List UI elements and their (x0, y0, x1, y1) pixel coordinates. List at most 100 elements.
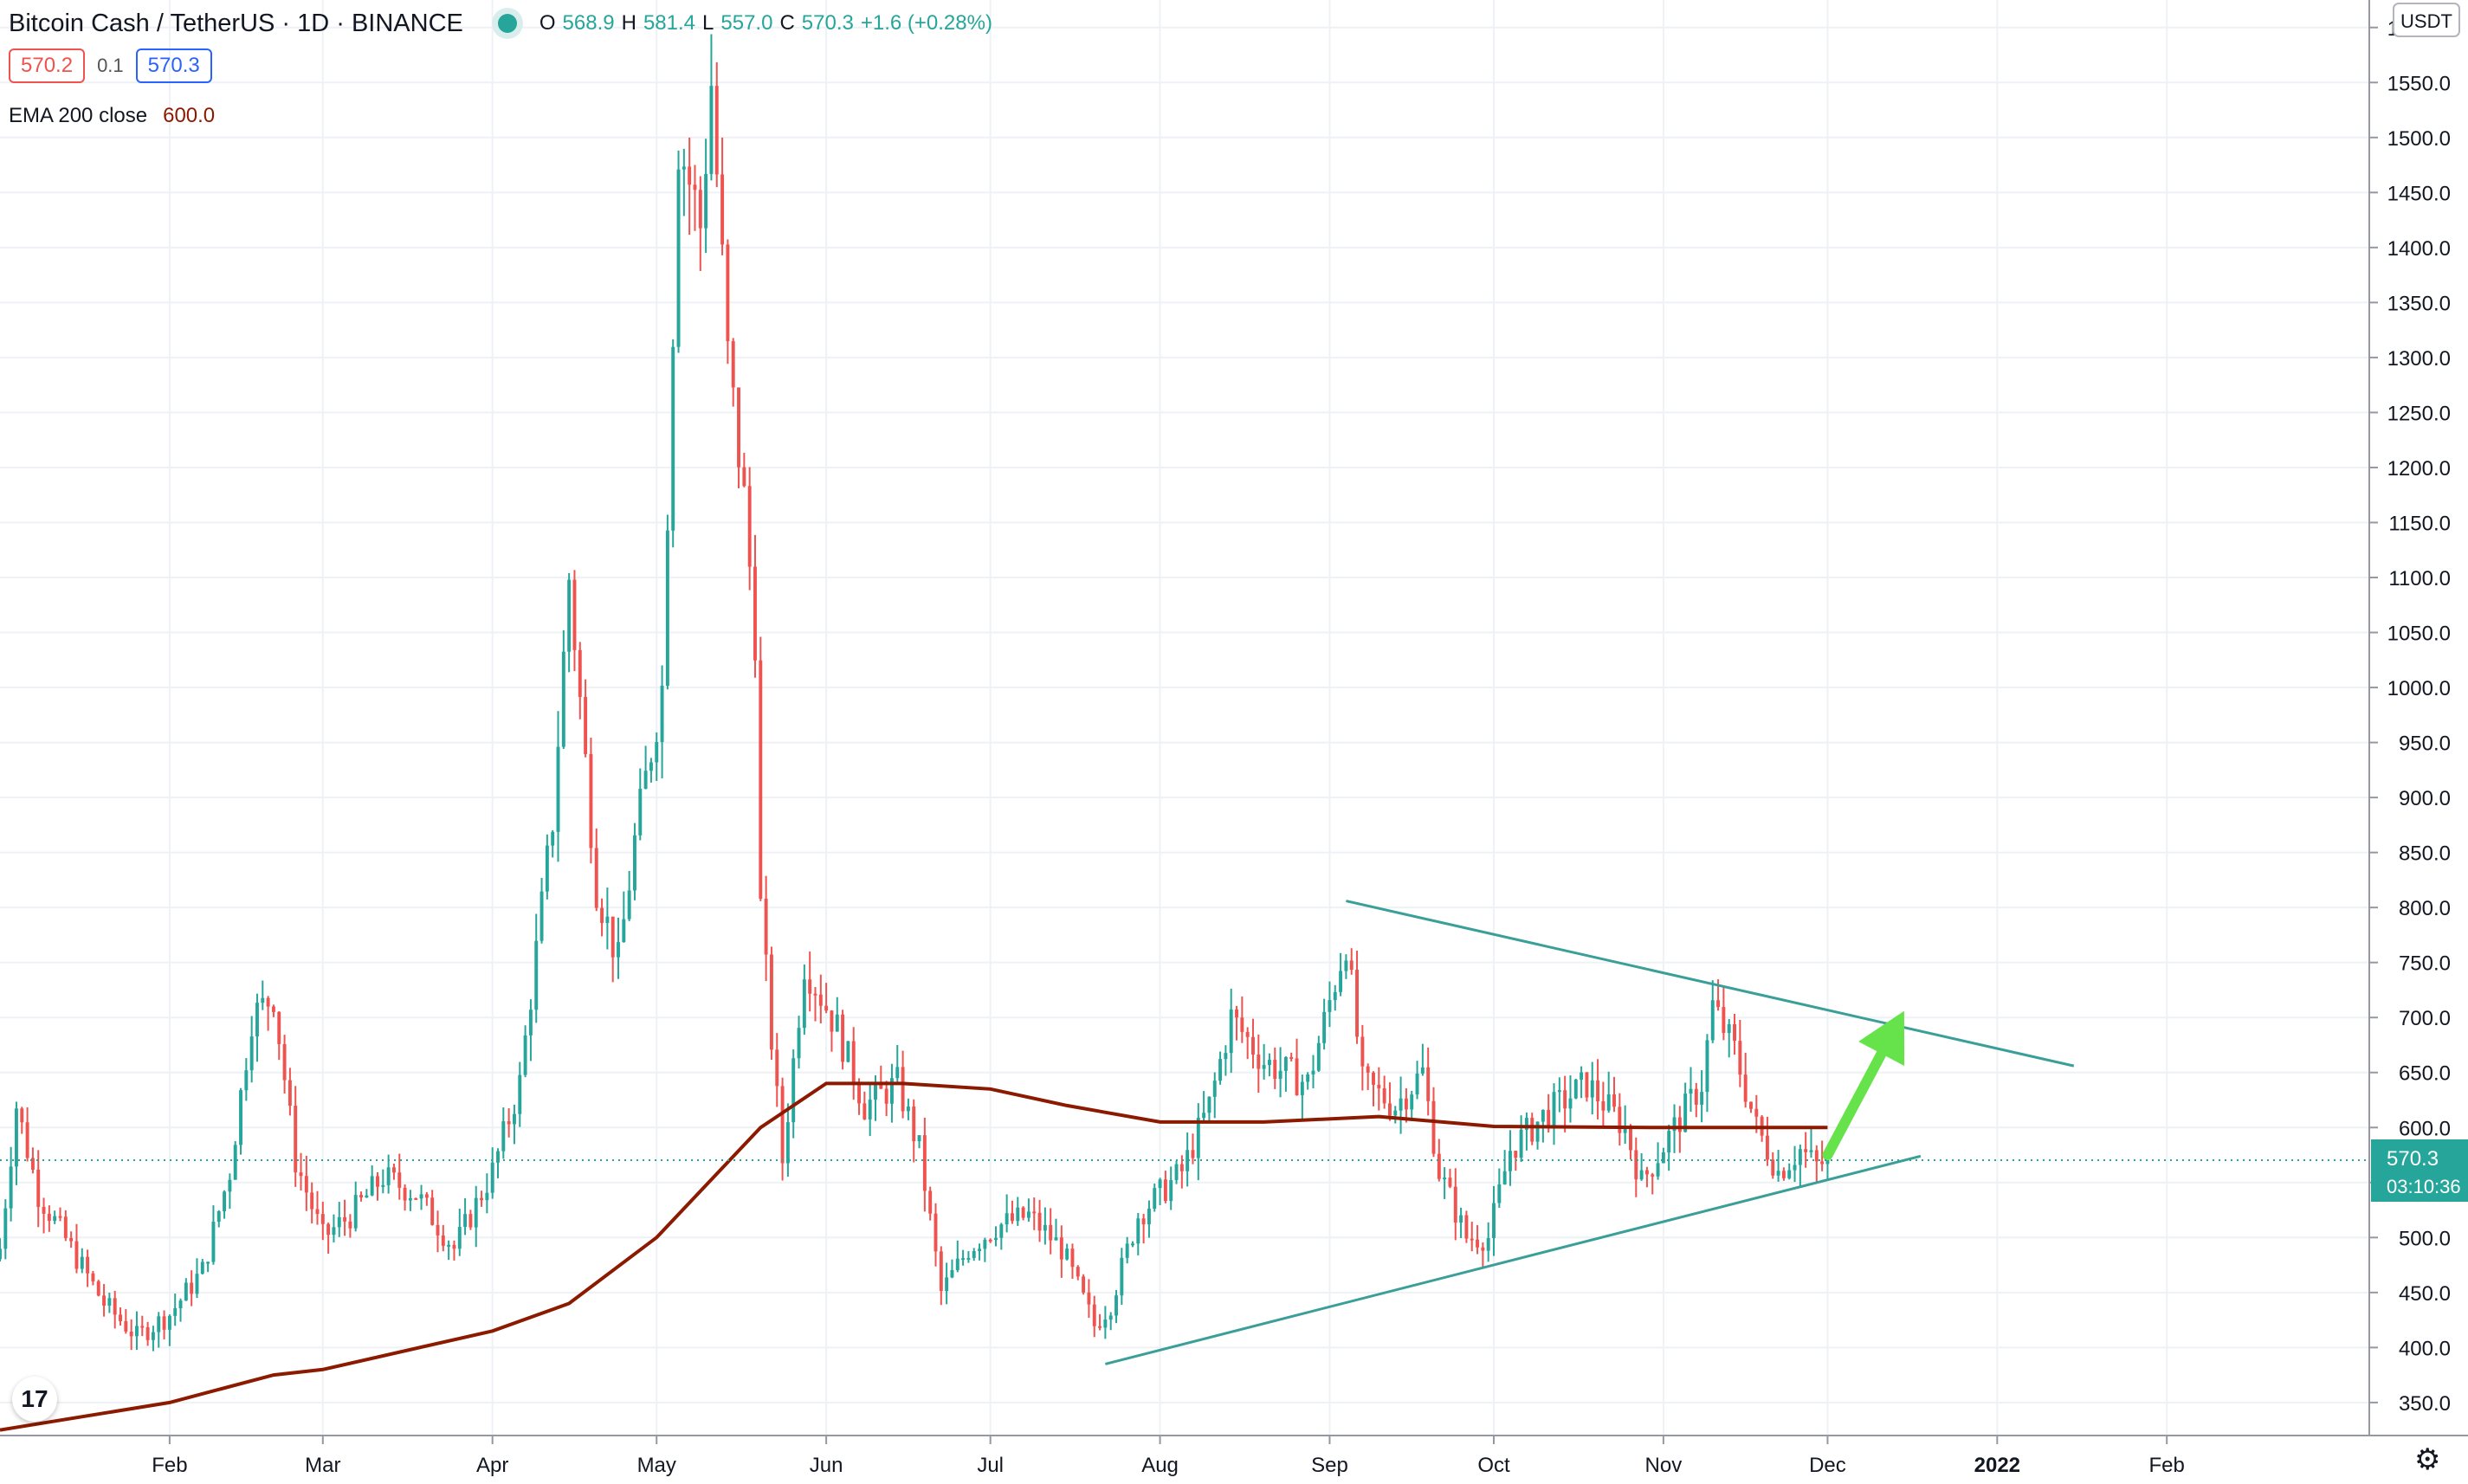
candle (1387, 1082, 1392, 1121)
candle-body (47, 1213, 51, 1221)
candle (1606, 1071, 1611, 1113)
candle-body (200, 1261, 204, 1274)
candle-body (901, 1067, 905, 1112)
candle (698, 176, 702, 271)
candle-body (1125, 1243, 1129, 1258)
candle (315, 1190, 320, 1225)
low-value: 557.0 (720, 11, 773, 35)
candle (846, 1041, 850, 1063)
candle (1585, 1072, 1589, 1102)
candle-body (69, 1237, 74, 1242)
candle (633, 823, 636, 900)
candle (452, 1240, 456, 1261)
candle-body (539, 891, 544, 941)
candle-body (1202, 1113, 1206, 1119)
candle (889, 1063, 894, 1123)
candle (851, 1027, 856, 1100)
currency-badge[interactable]: USDT (2393, 3, 2460, 37)
candle-body (972, 1251, 976, 1258)
candle (824, 983, 829, 1014)
candle-body (20, 1108, 24, 1123)
candle-body (994, 1237, 998, 1241)
candle (627, 870, 631, 921)
y-tick-label: 950.0 (2399, 732, 2451, 756)
y-tick-label: 400.0 (2399, 1337, 2451, 1360)
candle (780, 1077, 785, 1181)
candle (1016, 1197, 1020, 1226)
candle-body (1486, 1238, 1490, 1251)
candle (135, 1311, 139, 1351)
candle-body (414, 1197, 418, 1200)
candle-body (63, 1216, 68, 1238)
candle-body (1382, 1087, 1386, 1104)
candle (1021, 1206, 1025, 1221)
candle-body (945, 1277, 949, 1292)
candle-body (1535, 1121, 1540, 1142)
candle (922, 1117, 927, 1212)
candle (1683, 1082, 1688, 1132)
candle (195, 1258, 199, 1299)
buy-price-button[interactable]: 570.3 (135, 48, 212, 83)
candle-body (1743, 1074, 1748, 1102)
candle (1070, 1243, 1075, 1279)
indicator-legend[interactable]: EMA 200 close 600.0 (9, 104, 215, 128)
candle (545, 834, 549, 900)
candle (714, 61, 719, 188)
candle (966, 1251, 971, 1263)
candle-body (277, 1011, 281, 1044)
last-price-bg (2371, 1139, 2468, 1202)
candle-body (824, 1005, 829, 1011)
tradingview-logo-icon[interactable]: 17 (12, 1377, 57, 1422)
candle-body (775, 1049, 779, 1087)
candle (584, 679, 588, 758)
candle-body (233, 1145, 237, 1180)
y-tick-label: 1150.0 (2388, 512, 2451, 535)
candle-body (1443, 1178, 1447, 1180)
last-price-badge: 570.3 03:10:36 (2371, 1139, 2468, 1202)
candle (353, 1181, 358, 1232)
candle-body (1076, 1267, 1080, 1277)
y-tick-label: 1400.0 (2387, 237, 2451, 261)
y-tick-label: 1100.0 (2388, 567, 2451, 590)
candle-body (851, 1041, 856, 1085)
candle (1076, 1265, 1080, 1281)
y-tick-label: 1300.0 (2387, 347, 2451, 371)
candle (1054, 1218, 1058, 1241)
candle (912, 1099, 916, 1163)
candle-body (1333, 991, 1337, 1001)
candle (879, 1065, 883, 1089)
candle (1502, 1150, 1507, 1185)
gear-icon[interactable]: ⚙ (2414, 1443, 2441, 1476)
candle-body (507, 1121, 511, 1125)
symbol-title[interactable]: Bitcoin Cash / TetherUS · 1D · BINANCE (9, 9, 463, 37)
x-tick-label: Jul (977, 1454, 1004, 1477)
candle-body (167, 1315, 171, 1330)
candle-body (310, 1192, 314, 1210)
candle (1065, 1243, 1069, 1261)
candle-body (1431, 1100, 1436, 1154)
candle-body (1366, 1066, 1370, 1073)
candle (572, 570, 577, 672)
candle-body (326, 1223, 331, 1236)
candle (1710, 980, 1715, 1043)
candle-body (769, 954, 773, 1050)
open-value: 568.9 (562, 11, 615, 35)
sell-price-button[interactable]: 570.2 (9, 48, 86, 83)
candle (228, 1173, 232, 1210)
candle (337, 1202, 341, 1237)
y-tick-label: 500.0 (2399, 1227, 2451, 1250)
candle-body (430, 1197, 435, 1225)
candle-body (1245, 1031, 1250, 1037)
candle (282, 1035, 287, 1094)
candle-body (742, 467, 746, 487)
candle (436, 1210, 440, 1253)
candle (457, 1208, 462, 1256)
candle (1448, 1168, 1452, 1189)
candle (1366, 1063, 1370, 1090)
candle (638, 768, 643, 841)
candle-body (124, 1320, 128, 1332)
candle-body (714, 86, 719, 175)
candle (1618, 1093, 1622, 1146)
candle (1410, 1090, 1414, 1121)
